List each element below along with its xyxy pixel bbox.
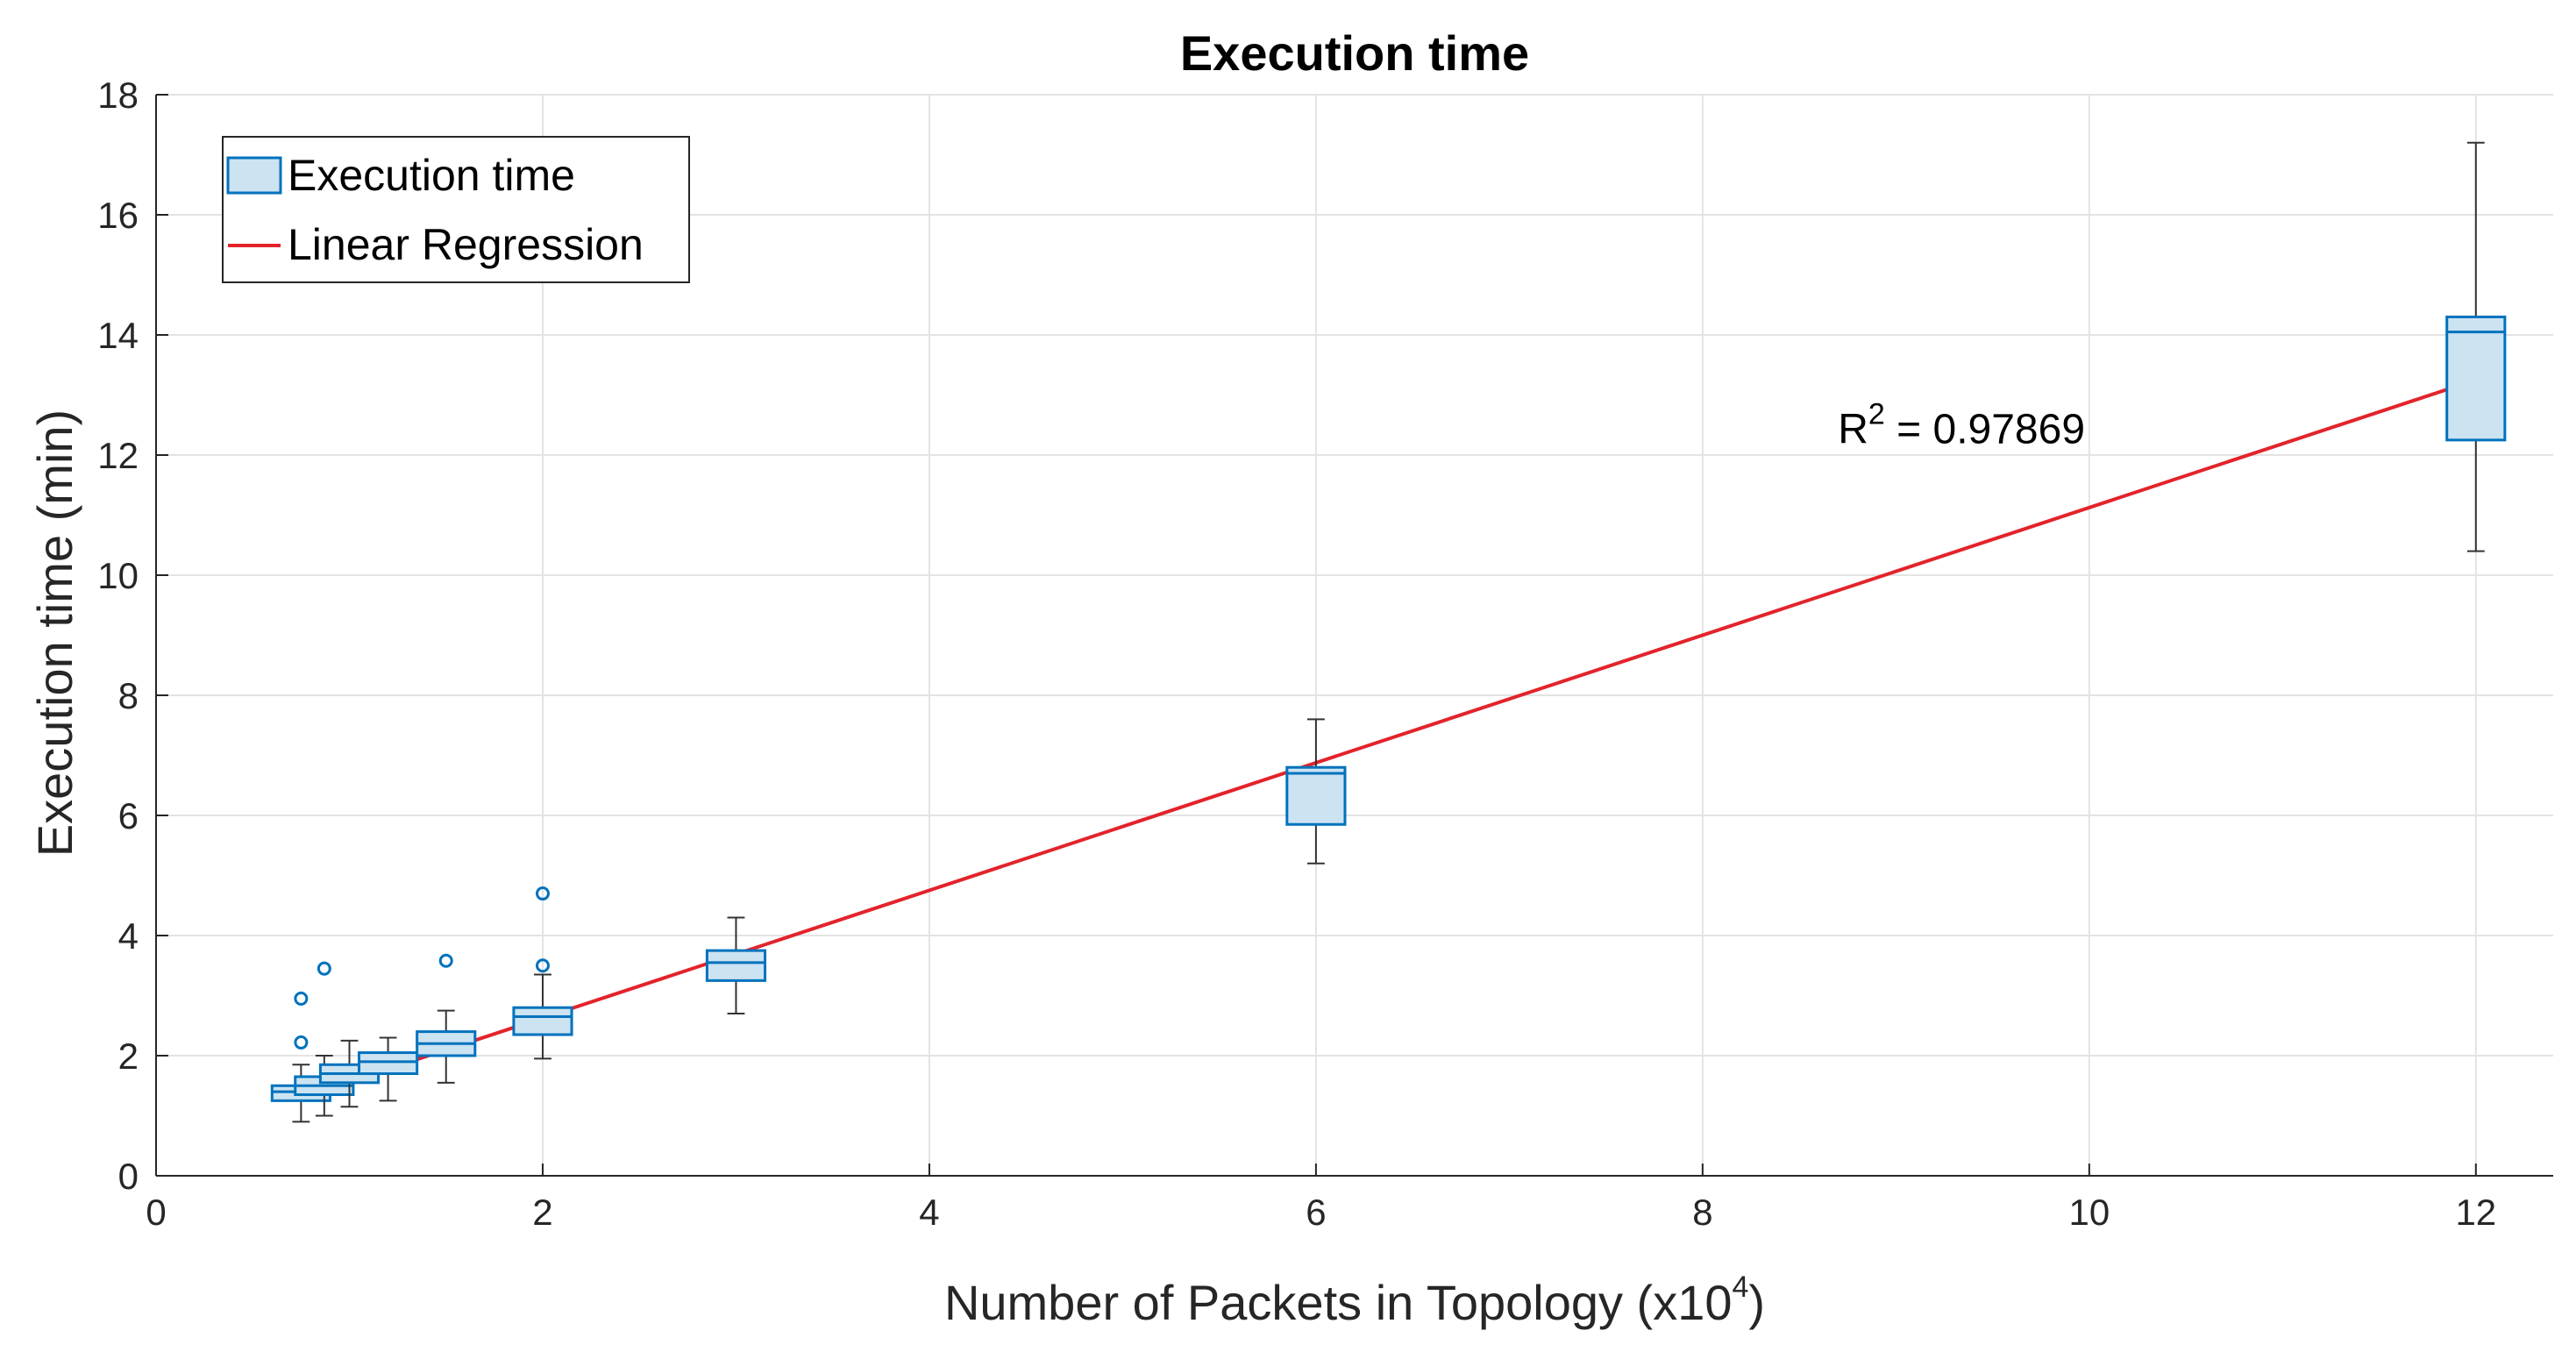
y-tick-label: 0 (118, 1156, 139, 1197)
box-iqr (1285, 765, 1347, 826)
box-plot (416, 953, 477, 1084)
x-tick-label: 8 (1692, 1192, 1712, 1233)
box-iqr (2445, 315, 2507, 442)
y-tick-label: 16 (97, 195, 139, 236)
outlier-point (317, 961, 331, 976)
x-tick-label: 0 (146, 1192, 166, 1233)
y-tick-label: 10 (97, 555, 139, 596)
axes (155, 94, 2553, 1177)
x-tick-label: 6 (1306, 1192, 1326, 1233)
y-tick-label: 18 (97, 75, 139, 116)
box-series (270, 141, 2507, 1123)
box-iqr (705, 949, 767, 982)
outlier-point (535, 958, 550, 973)
legend-label-execution-time: Execution time (288, 151, 575, 200)
y-tick-label: 12 (97, 435, 139, 476)
box-plot (358, 1036, 419, 1102)
x-tick-label: 2 (532, 1192, 552, 1233)
box-plot (512, 886, 573, 1060)
outlier-point (438, 953, 453, 968)
y-axis-label: Execution time (min) (27, 409, 82, 857)
legend-label-linear-regression: Linear Regression (288, 220, 644, 269)
box-plot (1285, 718, 1347, 865)
y-tick-label: 2 (118, 1035, 139, 1077)
x-tick-label: 4 (919, 1192, 939, 1233)
legend-box (222, 136, 690, 283)
tick-labels: 0 2 4 6 8 10 12 0 2 4 6 8 10 12 14 16 18 (97, 75, 2496, 1233)
x-tick-label: 12 (2455, 1192, 2496, 1233)
legend-box-swatch (226, 156, 282, 195)
box-iqr (512, 1006, 573, 1036)
x-axis-label: Number of Packets in Topology (x104) (944, 1270, 1765, 1330)
x-tick-label: 10 (2068, 1192, 2110, 1233)
y-tick-label: 4 (118, 915, 139, 957)
y-tick-label: 6 (118, 795, 139, 836)
box-plot (705, 916, 767, 1015)
outlier-point (294, 1035, 309, 1050)
chart-title: Execution time (1180, 25, 1529, 81)
y-tick-label: 14 (97, 315, 139, 356)
r-squared-annotation: R2 = 0.97869 (1838, 397, 2085, 452)
regression-layer (300, 378, 2477, 1099)
regression-line (300, 378, 2477, 1099)
box-plot (2445, 141, 2507, 552)
outlier-point (294, 991, 309, 1006)
outlier-point (535, 886, 550, 901)
legend: Execution time Linear Regression (222, 136, 690, 283)
y-tick-label: 8 (118, 675, 139, 716)
box-iqr (358, 1051, 419, 1076)
